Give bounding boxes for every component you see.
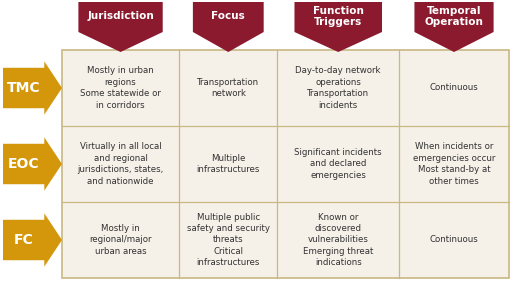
Text: Transportation
network: Transportation network (197, 78, 260, 98)
Text: Virtually in all local
and regional
jurisdictions, states,
and nationwide: Virtually in all local and regional juri… (78, 142, 164, 186)
Text: FC: FC (14, 233, 34, 247)
Text: Significant incidents
and declared
emergencies: Significant incidents and declared emerg… (294, 148, 382, 180)
Text: EOC: EOC (8, 157, 39, 171)
Polygon shape (78, 2, 162, 52)
Bar (62, 50, 509, 278)
Text: Temporal
Operation: Temporal Operation (425, 6, 483, 27)
Text: Jurisdiction: Jurisdiction (87, 11, 154, 22)
Text: Day-to-day network
operations
Transportation
incidents: Day-to-day network operations Transporta… (295, 66, 381, 110)
Text: Multiple public
safety and security
threats
Critical
infrastructures: Multiple public safety and security thre… (187, 213, 270, 267)
Polygon shape (414, 2, 494, 52)
Polygon shape (3, 138, 62, 190)
Text: Focus: Focus (212, 11, 245, 22)
Text: Mostly in
regional/major
urban areas: Mostly in regional/major urban areas (89, 224, 152, 256)
Text: TMC: TMC (7, 81, 40, 95)
Polygon shape (3, 61, 62, 115)
Text: Continuous: Continuous (430, 83, 478, 93)
Text: Continuous: Continuous (430, 235, 478, 245)
Text: Function
Triggers: Function Triggers (313, 6, 364, 27)
Text: Mostly in urban
regions
Some statewide or
in corridors: Mostly in urban regions Some statewide o… (80, 66, 161, 110)
Polygon shape (3, 213, 62, 267)
Polygon shape (193, 2, 264, 52)
Text: Multiple
infrastructures: Multiple infrastructures (197, 154, 260, 174)
Text: When incidents or
emergencies occur
Most stand-by at
other times: When incidents or emergencies occur Most… (413, 142, 495, 186)
Polygon shape (294, 2, 382, 52)
Text: Known or
discovered
vulnerabilities
Emerging threat
indications: Known or discovered vulnerabilities Emer… (303, 213, 374, 267)
